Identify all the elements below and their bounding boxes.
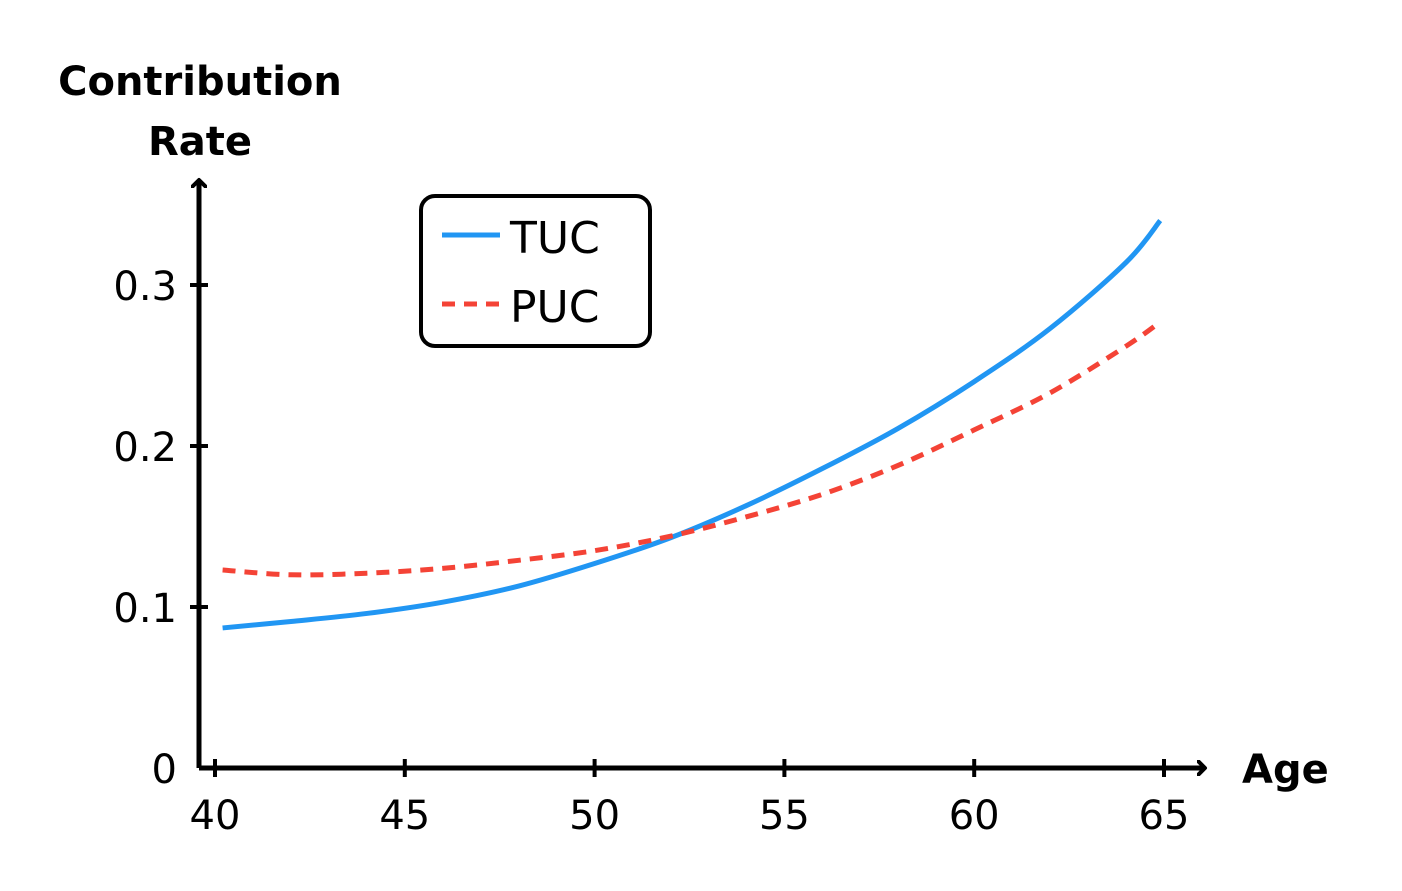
x-tick-label: 40 (190, 793, 241, 839)
x-tick-label: 60 (949, 793, 1000, 839)
axes (199, 180, 1205, 768)
x-tick-label: 50 (569, 793, 620, 839)
x-tick-label: 45 (379, 793, 430, 839)
y-tick-label: 0.1 (113, 586, 177, 632)
y-axis-label-line1: Contribution (58, 59, 342, 105)
y-tick-label: 0.3 (113, 264, 177, 310)
series-line-puc (222, 319, 1162, 578)
legend-label-tuc: TUC (509, 213, 600, 264)
y-tick-label: 0.2 (113, 425, 177, 471)
ticks: 40 45 50 55 60 65 0 0.1 0.2 0.3 (113, 264, 1189, 839)
legend-label-puc: PUC (510, 282, 599, 333)
x-axis-label: Age (1242, 747, 1329, 793)
x-tick-label: 65 (1139, 793, 1190, 839)
y-axis-label-line2: Rate (148, 119, 252, 165)
x-tick-label: 55 (759, 793, 810, 839)
legend: TUC PUC (419, 194, 652, 348)
series-group (222, 219, 1163, 631)
y-tick-label: 0 (152, 747, 177, 793)
series-line-tuc (222, 219, 1163, 631)
